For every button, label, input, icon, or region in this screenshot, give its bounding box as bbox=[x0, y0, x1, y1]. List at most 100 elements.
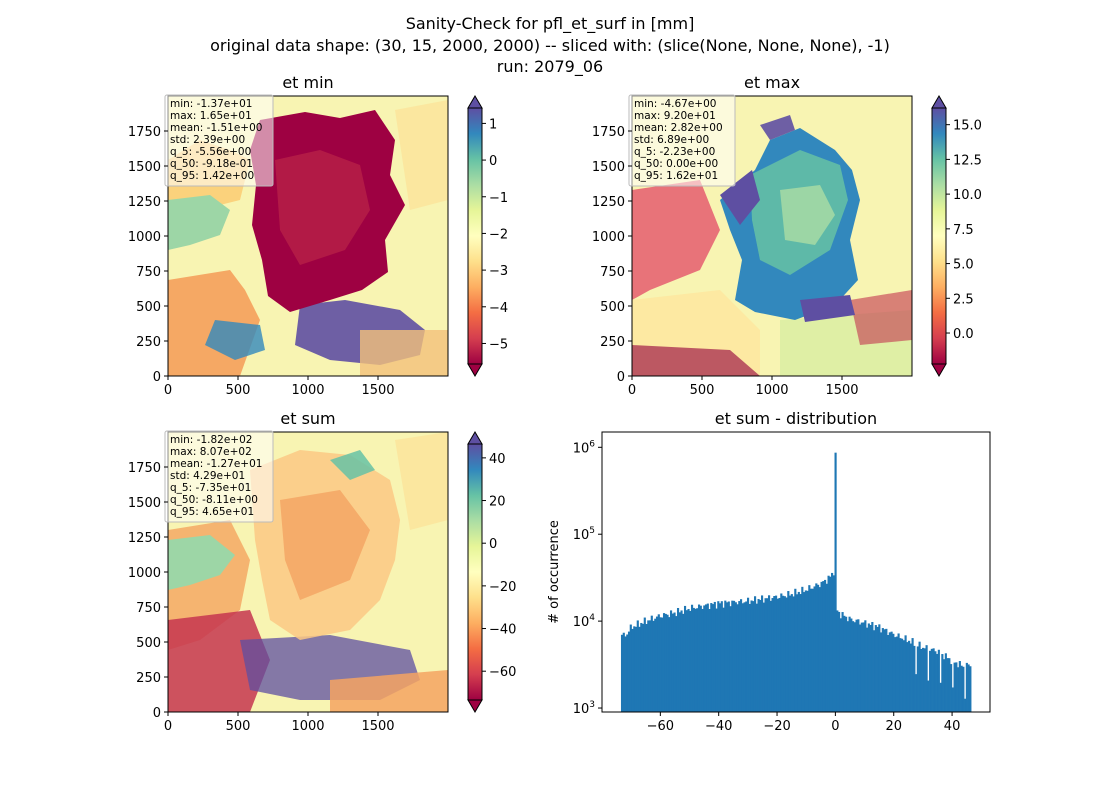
histogram-bar bbox=[638, 626, 641, 712]
stat-line: max: 8.07e+02 bbox=[170, 446, 252, 458]
axis-ticks: 0 500 1000 15000250500750100012501500175010… bbox=[128, 117, 982, 734]
stat-line: q_50: 0.00e+00 bbox=[634, 158, 718, 170]
histogram-bar bbox=[680, 610, 683, 712]
histogram-bar bbox=[969, 666, 972, 712]
histogram-bar bbox=[620, 634, 624, 712]
histogram-bar bbox=[641, 623, 645, 712]
y-tick-label: 1750 bbox=[592, 125, 625, 140]
x-tick-label: 0 bbox=[164, 383, 172, 398]
y-tick-label: 1500 bbox=[128, 496, 161, 511]
figure-title-line-3: run: 2079_06 bbox=[497, 57, 603, 77]
histogram-bar bbox=[813, 586, 816, 712]
histogram-bar bbox=[776, 598, 779, 712]
histogram-bar bbox=[750, 600, 753, 712]
y-tick-label: 0 bbox=[153, 370, 161, 385]
histogram-bar bbox=[944, 653, 947, 712]
histogram-bar bbox=[678, 612, 681, 712]
histogram-bar bbox=[801, 586, 804, 712]
histogram-bar bbox=[687, 609, 690, 712]
histogram-bar bbox=[773, 596, 776, 712]
y-tick-label: 500 bbox=[136, 636, 161, 651]
y-tick-label: 750 bbox=[136, 601, 161, 616]
histogram-bar bbox=[785, 597, 788, 712]
histogram-bar bbox=[925, 645, 928, 712]
histogram-bar bbox=[950, 664, 953, 712]
colorbar-tick-label: 12.5 bbox=[953, 153, 982, 168]
histogram-bar bbox=[738, 601, 741, 712]
histogram-bar bbox=[920, 648, 923, 712]
histogram-bar bbox=[888, 632, 891, 712]
figure-title-line-2: original data shape: (30, 15, 2000, 2000… bbox=[210, 36, 890, 55]
histogram-bar bbox=[897, 633, 900, 712]
y-tick-label: 104 bbox=[573, 613, 596, 630]
histogram-bar bbox=[895, 636, 898, 712]
histogram-bar bbox=[762, 602, 765, 712]
histogram-bar bbox=[841, 612, 844, 712]
histogram-bar bbox=[804, 590, 807, 712]
colorbar-tick-label: −4 bbox=[489, 301, 508, 316]
histogram-bar bbox=[755, 603, 758, 712]
histogram-bar bbox=[803, 592, 806, 712]
histogram-bars bbox=[620, 452, 972, 712]
histogram-bar bbox=[857, 619, 860, 712]
panel-title-distribution: et sum - distribution bbox=[715, 409, 877, 428]
histogram-bar bbox=[908, 640, 911, 712]
histogram-bar bbox=[860, 622, 863, 712]
histogram-bar bbox=[668, 617, 671, 712]
histogram-bar bbox=[675, 616, 678, 712]
histogram-bar bbox=[932, 648, 935, 712]
histogram-bar bbox=[820, 581, 823, 712]
stat-line: std: 4.29e+01 bbox=[170, 470, 245, 482]
x-tick-label: −60 bbox=[647, 719, 674, 734]
histogram-bar bbox=[957, 667, 960, 712]
y-tick-label: 500 bbox=[600, 300, 625, 315]
x-tick-label: 0 bbox=[628, 383, 636, 398]
histogram-bar bbox=[650, 615, 653, 712]
histogram-bar bbox=[815, 583, 818, 712]
colorbar-tick-label: −20 bbox=[489, 580, 516, 595]
histogram-bar bbox=[636, 620, 639, 712]
histogram-bar bbox=[783, 596, 786, 712]
histogram-bar bbox=[710, 603, 713, 712]
colorbar-tick-label: −2 bbox=[489, 227, 508, 242]
stat-line: std: 6.89e+00 bbox=[634, 134, 709, 146]
histogram-bar bbox=[962, 666, 965, 712]
histogram-bar bbox=[708, 609, 711, 712]
panel-title-et-max: et max bbox=[744, 73, 800, 92]
histogram-bar bbox=[953, 662, 956, 712]
colorbar-et-sum bbox=[467, 431, 483, 713]
y-tick-label: 106 bbox=[573, 439, 596, 456]
y-tick-label: 1500 bbox=[128, 160, 161, 175]
histogram-bar bbox=[627, 631, 631, 712]
y-tick-label: 1000 bbox=[128, 566, 161, 581]
histogram-bar bbox=[669, 610, 673, 712]
stat-line: max: 9.20e+01 bbox=[634, 110, 716, 122]
stat-line: q_95: 4.65e+01 bbox=[170, 506, 254, 518]
histogram-bar bbox=[890, 631, 893, 712]
histogram-bar bbox=[746, 597, 750, 712]
histogram-bar bbox=[792, 596, 795, 712]
histogram-bar bbox=[718, 603, 722, 712]
x-tick-label: 500 bbox=[690, 383, 715, 398]
panel-et-min: et min min: -1.37e+01 max: 1.65e+01 mean… bbox=[164, 73, 483, 377]
histogram-bar bbox=[874, 625, 877, 712]
histogram-bar bbox=[934, 651, 937, 712]
histogram-bar bbox=[633, 626, 636, 712]
histogram-bar bbox=[655, 616, 659, 712]
stat-line: std: 2.39e+00 bbox=[170, 134, 245, 146]
histogram-bar bbox=[810, 588, 813, 712]
x-tick-label: 1500 bbox=[361, 719, 394, 734]
colorbar-et-max bbox=[931, 95, 947, 377]
x-tick-label: 20 bbox=[885, 719, 902, 734]
histogram-bar bbox=[757, 598, 760, 712]
histogram-bar bbox=[848, 616, 851, 712]
histogram-bar bbox=[878, 624, 881, 712]
histogram-bar bbox=[846, 621, 849, 712]
histogram-bar bbox=[799, 594, 802, 712]
x-tick-label: 40 bbox=[944, 719, 961, 734]
histogram-bar bbox=[661, 617, 664, 712]
histogram-bar bbox=[832, 575, 835, 712]
x-tick-label: 0 bbox=[164, 719, 172, 734]
y-tick-label: 1000 bbox=[128, 230, 161, 245]
